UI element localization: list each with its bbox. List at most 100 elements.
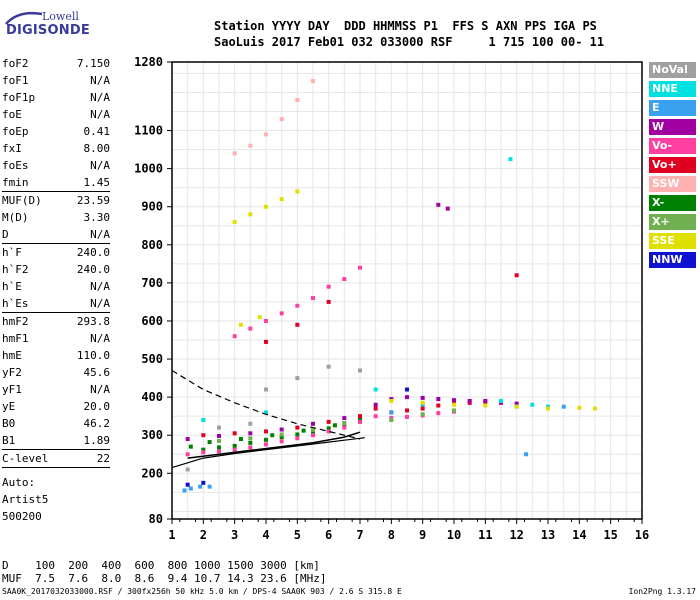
param-row: hmF1 N/A — [2, 330, 110, 347]
data-point-nnw — [185, 482, 190, 487]
lowell-digisonde-logo: Lowell DIGISONDE — [4, 6, 90, 44]
data-point-e — [561, 404, 566, 409]
param-name: h`F2 — [2, 263, 29, 276]
data-point-vo — [264, 318, 268, 323]
y-tick-label: 500 — [141, 352, 163, 366]
param-name: hmF1 — [2, 332, 29, 345]
param-name: foF1p — [2, 91, 36, 104]
param-row: h`F2 240.0 — [2, 261, 110, 278]
param-row: foE N/A — [2, 106, 110, 123]
x-tick-label: 9 — [419, 528, 426, 542]
param-row: fxI 8.00 — [2, 140, 110, 157]
y-tick-label: 600 — [141, 314, 163, 328]
param-value: 45.6 — [83, 366, 111, 379]
data-point-x — [207, 440, 212, 445]
param-row: yF2 45.6 — [2, 364, 110, 381]
grid — [171, 62, 643, 519]
x-tick-label: 6 — [325, 528, 332, 542]
param-value: N/A — [90, 159, 110, 172]
data-point-noval — [358, 368, 362, 373]
data-point-vo — [295, 425, 300, 430]
data-point-sse — [514, 404, 519, 409]
data-point-x — [342, 421, 347, 426]
data-point-vo — [373, 406, 378, 411]
data-point-w — [420, 395, 425, 400]
data-point-w — [467, 398, 472, 403]
param-value: N/A — [90, 108, 110, 121]
data-point-x — [248, 436, 253, 441]
param-name: MUF(D) — [2, 194, 42, 207]
data-point-x — [217, 438, 221, 443]
data-point-ssw — [248, 143, 253, 148]
data-point-nne — [201, 417, 206, 422]
data-point-vo — [248, 326, 253, 331]
data-point-vo — [358, 265, 362, 270]
station-header-values: SaoLuis 2017 Feb01 032 033000 RSF 1 715 … — [214, 35, 605, 49]
x-tick-label: 11 — [478, 528, 492, 542]
param-name: foF2 — [2, 57, 29, 70]
x-tick-label: 1 — [168, 528, 175, 542]
data-point-vo — [264, 339, 268, 344]
data-point-vo — [326, 419, 331, 424]
x-tick-label: 7 — [356, 528, 363, 542]
data-point-ssw — [279, 117, 284, 122]
data-point-vo — [264, 429, 268, 434]
legend-item-x: X- — [649, 195, 696, 211]
param-value: 293.8 — [76, 315, 110, 328]
param-value: N/A — [90, 228, 110, 241]
x-tick-label: 14 — [572, 528, 586, 542]
data-point-noval — [295, 376, 300, 381]
data-point-sse — [279, 197, 284, 202]
data-point-sse — [593, 406, 597, 411]
param-name: yF1 — [2, 383, 22, 396]
y-tick-label: 80 — [149, 512, 163, 526]
data-point-w — [373, 402, 378, 407]
data-point-w — [342, 416, 347, 421]
data-point-vo — [405, 408, 409, 413]
param-value: N/A — [90, 383, 110, 396]
param-value: 1.45 — [83, 176, 111, 189]
data-point-sse — [238, 322, 243, 327]
param-row: fmin 1.45 — [2, 174, 110, 191]
param-row: h`F 240.0 — [2, 243, 110, 261]
x-tick-label: 10 — [447, 528, 461, 542]
data-point-sse — [295, 189, 300, 194]
data-point-x — [232, 443, 237, 448]
param-row: foEs N/A — [2, 157, 110, 174]
data-point-x — [248, 440, 253, 445]
data-point-x — [332, 423, 337, 428]
param-name: foEp — [2, 125, 29, 138]
param-name: B1 — [2, 434, 16, 447]
param-row: h`Es N/A — [2, 295, 110, 312]
data-point-sse — [264, 204, 268, 209]
param-value: 1.89 — [83, 434, 111, 447]
plot-frame — [171, 61, 643, 520]
data-point-sse — [257, 315, 262, 320]
data-point-vo — [311, 433, 315, 438]
company-name: Lowell — [42, 10, 79, 23]
param-row: h`E N/A — [2, 278, 110, 295]
polarization-legend: NoVal NNE E W Vo- Vo+ SSW X- X+ SSE NNW — [649, 62, 696, 271]
profile-curve — [171, 437, 365, 469]
data-point-vo — [279, 311, 284, 316]
data-point-ssw — [264, 132, 268, 137]
data-point-ssw — [311, 79, 315, 84]
param-row: hmF2 293.8 — [2, 312, 110, 330]
param-value: 0.41 — [83, 125, 111, 138]
data-point-vo — [373, 414, 378, 419]
param-row: foF1 N/A — [2, 72, 110, 89]
param-row: B1 1.89 — [2, 432, 110, 449]
param-row: foEp 0.41 — [2, 123, 110, 140]
param-value: 8.00 — [83, 142, 111, 155]
data-point-w — [311, 421, 315, 426]
param-value: 20.0 — [83, 400, 111, 413]
param-name: foE — [2, 108, 22, 121]
param-value: N/A — [90, 280, 110, 293]
data-point-vo — [295, 322, 300, 327]
param-value: N/A — [90, 332, 110, 345]
param-name: foF1 — [2, 74, 29, 87]
data-point-e — [524, 452, 529, 457]
data-point-sse — [248, 212, 253, 217]
distance-row: D 100 200 400 600 800 1000 1500 3000 [km… — [2, 559, 320, 572]
